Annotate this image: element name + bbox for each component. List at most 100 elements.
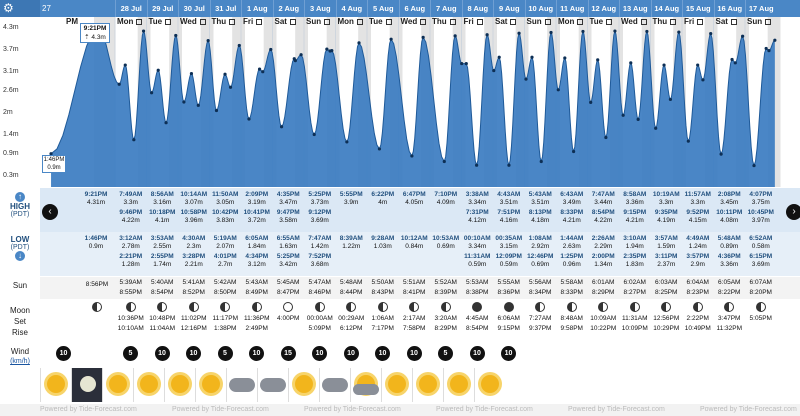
- wind-direction-icon[interactable]: 5: [217, 346, 233, 361]
- tide-point[interactable]: [645, 29, 649, 34]
- expand-icon[interactable]: [136, 18, 143, 25]
- wind-direction-icon[interactable]: 10: [312, 346, 327, 361]
- tide-point[interactable]: [662, 63, 666, 67]
- tide-point[interactable]: [589, 100, 593, 104]
- tide-point[interactable]: [237, 43, 241, 48]
- tide-point[interactable]: [696, 63, 700, 67]
- tide-point[interactable]: [572, 149, 576, 154]
- date-cell[interactable]: 10 Aug: [524, 0, 557, 17]
- date-cell[interactable]: 15 Aug: [682, 0, 714, 17]
- tide-point[interactable]: [453, 34, 457, 38]
- tide-point[interactable]: [556, 88, 560, 92]
- expand-icon[interactable]: [289, 18, 296, 25]
- scroll-right-button[interactable]: ›: [786, 204, 800, 220]
- wind-direction-icon[interactable]: 10: [154, 346, 170, 361]
- tide-point[interactable]: [613, 29, 617, 33]
- tide-point[interactable]: [485, 33, 489, 37]
- tide-point[interactable]: [156, 68, 160, 72]
- tide-point[interactable]: [257, 67, 262, 71]
- tide-point[interactable]: [330, 49, 334, 53]
- wind-direction-icon[interactable]: 10: [186, 346, 201, 361]
- tide-point[interactable]: [312, 132, 316, 137]
- expand-icon[interactable]: [420, 18, 427, 25]
- tide-point[interactable]: [228, 85, 233, 89]
- expand-icon[interactable]: [640, 18, 647, 25]
- date-cell[interactable]: 1 Aug: [241, 0, 273, 17]
- date-cell[interactable]: 5 Aug: [367, 0, 399, 17]
- tide-point[interactable]: [539, 159, 543, 164]
- date-cell[interactable]: 7 Aug: [430, 0, 462, 17]
- tide-point[interactable]: [421, 35, 425, 39]
- tide-point[interactable]: [629, 61, 633, 65]
- tide-point[interactable]: [530, 55, 534, 59]
- expand-icon[interactable]: [730, 18, 737, 25]
- wind-direction-icon[interactable]: 5: [123, 346, 138, 361]
- tide-point[interactable]: [492, 68, 496, 73]
- date-cell[interactable]: 31 Jul: [209, 0, 242, 17]
- tide-point[interactable]: [677, 30, 681, 34]
- tide-point[interactable]: [741, 34, 745, 38]
- tide-point[interactable]: [730, 57, 734, 62]
- expand-icon[interactable]: [544, 18, 551, 25]
- expand-icon[interactable]: [670, 18, 677, 25]
- tide-point[interactable]: [196, 103, 200, 107]
- tide-point[interactable]: [345, 140, 349, 144]
- expand-icon[interactable]: [606, 18, 613, 25]
- tide-point[interactable]: [123, 63, 127, 67]
- tide-point[interactable]: [621, 113, 625, 117]
- tide-point[interactable]: [497, 55, 501, 59]
- tide-point[interactable]: [549, 30, 553, 35]
- scroll-left-button[interactable]: ‹: [42, 204, 58, 220]
- tide-point[interactable]: [269, 47, 273, 52]
- expand-icon[interactable]: [510, 18, 517, 25]
- tide-point[interactable]: [206, 39, 210, 43]
- date-cell[interactable]: 28 Jul: [115, 0, 147, 17]
- tide-point[interactable]: [325, 47, 329, 51]
- wind-direction-icon[interactable]: 10: [469, 346, 485, 361]
- gear-icon[interactable]: ⚙ 27 Jul: [0, 0, 52, 30]
- tide-point[interactable]: [604, 135, 608, 140]
- date-cell[interactable]: 6 Aug: [398, 0, 431, 17]
- tide-point[interactable]: [668, 97, 673, 102]
- tide-point[interactable]: [247, 117, 251, 121]
- tide-point[interactable]: [752, 163, 756, 168]
- tide-point[interactable]: [517, 31, 521, 35]
- tide-point[interactable]: [460, 61, 464, 66]
- tide-point[interactable]: [389, 37, 393, 41]
- wind-direction-icon[interactable]: 5: [438, 346, 453, 361]
- expand-icon[interactable]: [577, 18, 584, 25]
- tide-point[interactable]: [475, 163, 479, 167]
- wind-direction-icon[interactable]: 10: [343, 346, 359, 361]
- wind-direction-icon[interactable]: 10: [501, 346, 516, 361]
- tide-point[interactable]: [709, 32, 713, 36]
- tide-point[interactable]: [464, 61, 468, 66]
- wind-direction-icon[interactable]: 10: [249, 346, 264, 361]
- tide-point[interactable]: [773, 38, 777, 42]
- tide-point[interactable]: [357, 41, 361, 45]
- wind-direction-icon[interactable]: 10: [375, 346, 390, 361]
- tide-point[interactable]: [189, 71, 194, 76]
- tide-point[interactable]: [507, 163, 511, 167]
- date-cell[interactable]: 8 Aug: [461, 0, 494, 17]
- tide-point[interactable]: [261, 70, 265, 74]
- date-cell[interactable]: 17 Aug: [745, 0, 777, 17]
- tide-point[interactable]: [410, 154, 414, 158]
- tide-point[interactable]: [377, 147, 382, 151]
- tide-point[interactable]: [764, 46, 768, 51]
- tide-point[interactable]: [214, 108, 219, 113]
- date-cell[interactable]: 2 Aug: [272, 0, 305, 17]
- tide-point[interactable]: [293, 59, 297, 63]
- tide-point[interactable]: [733, 61, 737, 65]
- expand-icon[interactable]: [697, 18, 704, 25]
- tide-point[interactable]: [182, 100, 186, 104]
- wind-direction-icon[interactable]: 10: [406, 346, 422, 361]
- tide-point[interactable]: [132, 138, 136, 142]
- expand-icon[interactable]: [765, 18, 772, 25]
- tide-point[interactable]: [686, 139, 690, 143]
- date-cell[interactable]: 11 Aug: [556, 0, 588, 17]
- wind-direction-icon[interactable]: 10: [56, 346, 71, 361]
- date-cell[interactable]: 14 Aug: [650, 0, 683, 17]
- date-cell[interactable]: 30 Jul: [178, 0, 210, 17]
- tide-point[interactable]: [149, 91, 154, 95]
- date-cell[interactable]: 12 Aug: [587, 0, 620, 17]
